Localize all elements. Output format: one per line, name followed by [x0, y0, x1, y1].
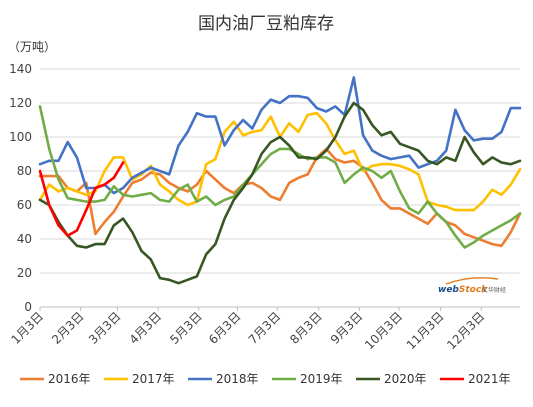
series-line-2020年	[38, 101, 522, 285]
legend: 2016年 2017年 2018年 2019年 2020年 2021年	[20, 372, 511, 386]
series-line-2018年	[38, 76, 522, 195]
legend-label: 2021年	[468, 372, 511, 386]
legend-label: 2019年	[300, 372, 343, 386]
series-line-2019年	[38, 105, 522, 249]
watermark-logo: webStock 文华财经	[438, 277, 506, 295]
chart-title: 国内油厂豆粕库存	[198, 14, 334, 34]
y-axis-ticks: 0 20 40 60 80 100 120 140	[9, 62, 32, 314]
legend-label: 2020年	[384, 372, 427, 386]
y-tick-label: 120	[9, 96, 32, 110]
logo-swoosh-icon	[445, 277, 499, 285]
series-line-2021年	[38, 161, 125, 237]
y-tick-label: 140	[9, 62, 32, 76]
logo-text: webStock	[438, 285, 488, 295]
legend-label: 2017年	[132, 372, 175, 386]
y-tick-label: 0	[24, 300, 32, 314]
y-tick-label: 40	[17, 232, 32, 246]
logo-subtext: 文华财经	[482, 286, 506, 294]
y-tick-label: 20	[17, 266, 32, 280]
legend-label: 2018年	[216, 372, 259, 386]
y-tick-label: 60	[17, 198, 32, 212]
y-tick-label: 100	[9, 130, 32, 144]
y-axis-unit-label: （万吨）	[8, 40, 56, 54]
series-lines	[38, 76, 522, 285]
y-tick-label: 80	[17, 164, 32, 178]
legend-label: 2016年	[48, 372, 91, 386]
